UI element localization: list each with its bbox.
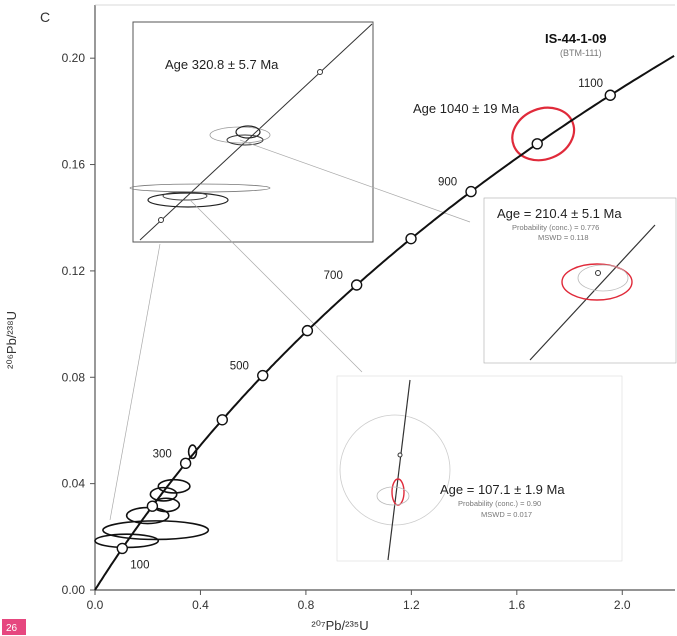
inset-1-marker (317, 69, 323, 75)
concordia-marker (216, 414, 228, 426)
chart-title: IS-44-1-09 (545, 31, 606, 46)
inset-2-ellipse (577, 264, 629, 292)
inset-1: Age 320.8 ± 5.7 Ma (129, 21, 374, 243)
inset-3-mswd: MSWD = 0.017 (481, 510, 532, 519)
concordia-plot: 100 300 500 700 900 1100 (94, 55, 675, 591)
x-axis-title: ²⁰⁷Pb/²³⁵U (311, 618, 368, 633)
inset-3-frame (336, 375, 623, 562)
x-tick-label: 2.0 (614, 598, 631, 612)
axes (94, 4, 675, 591)
concordia-marker (604, 89, 616, 101)
inset-3-ellipse (391, 478, 405, 506)
inset-2-marker (595, 270, 601, 276)
inset-3-prob: Probability (conc.) = 0.90 (458, 499, 541, 508)
inset-2: Age = 210.4 ± 5.1 Ma Probability (conc.)… (483, 197, 677, 364)
inset-3-marker (397, 452, 403, 458)
inset-3: Age = 107.1 ± 1.9 Ma Probability (conc.)… (336, 375, 623, 562)
y-tick-label: 0.04 (62, 477, 86, 491)
inset-1-ellipse (162, 191, 208, 201)
inset-3-ellipse (339, 414, 451, 526)
inset-1-ellipse (129, 183, 271, 193)
inset-2-mswd: MSWD = 0.118 (538, 233, 589, 242)
y-ticks: 0.00 0.04 0.08 0.12 0.16 0.20 (62, 51, 95, 597)
concordia-marker (465, 185, 477, 198)
concordia-age-label: 500 (230, 361, 249, 373)
concordia-marker (350, 279, 363, 291)
concordia-age-label: 300 (153, 448, 172, 460)
concordia-marker (116, 542, 128, 555)
y-tick-label: 0.20 (62, 51, 86, 65)
inset-2-ellipse (561, 263, 633, 301)
error-ellipse (157, 478, 191, 494)
red-error-ellipse (511, 106, 576, 162)
inset-1-marker (158, 217, 164, 223)
concordia-age-label: 1100 (578, 78, 603, 90)
concordia-marker (301, 324, 314, 337)
inset-1-ellipse (235, 125, 261, 139)
zoom-connectors (109, 139, 471, 521)
concordia-age-label: 700 (324, 270, 343, 282)
concordia-marker (257, 369, 269, 382)
x-tick-label: 0.0 (87, 598, 104, 612)
inset-3-ellipse (376, 486, 410, 506)
connector-line (189, 199, 363, 373)
connector-line (109, 243, 161, 521)
concordia-age-label: 900 (438, 177, 457, 189)
inset-1-ellipse (226, 134, 264, 146)
x-ticks: 0.0 0.4 0.8 1.2 1.6 2.0 (87, 590, 631, 612)
inset-1-concordia (139, 23, 373, 241)
inset-1-age: Age 320.8 ± 5.7 Ma (165, 57, 279, 72)
concordia-marker (146, 500, 159, 512)
concordia-marker (405, 232, 417, 245)
inset-1-ellipse (147, 192, 229, 208)
x-tick-label: 0.4 (192, 598, 209, 612)
panel-letter: C (40, 9, 50, 25)
y-tick-label: 0.08 (62, 370, 86, 384)
error-ellipse (102, 520, 210, 541)
page-number: 26 (6, 623, 18, 634)
main-age-annotation: Age 1040 ± 19 Ma (413, 101, 520, 116)
concordia-marker (531, 138, 543, 150)
concordia-marker (179, 457, 192, 470)
inset-2-concordia (529, 224, 656, 361)
y-axis-title: ²⁰⁶Pb/²³⁸U (4, 311, 19, 369)
x-tick-label: 1.6 (508, 598, 525, 612)
concordia-age-label: 100 (130, 559, 149, 571)
y-tick-label: 0.12 (62, 264, 86, 278)
inset-3-concordia (387, 379, 411, 561)
connector-line (239, 139, 471, 223)
inset-2-frame (483, 197, 677, 364)
inset-2-age: Age = 210.4 ± 5.1 Ma (497, 206, 622, 221)
inset-1-frame (132, 21, 374, 243)
y-tick-label: 0.16 (62, 158, 86, 172)
inset-2-prob: Probability (conc.) = 0.776 (512, 223, 599, 232)
x-tick-label: 1.2 (403, 598, 420, 612)
y-tick-label: 0.00 (62, 583, 86, 597)
error-ellipse (187, 444, 198, 460)
page-number-badge (2, 619, 26, 635)
chart-subtitle: (BTM-111) (560, 48, 602, 58)
x-tick-label: 0.8 (298, 598, 315, 612)
error-ellipse (149, 486, 178, 502)
inset-3-age: Age = 107.1 ± 1.9 Ma (440, 482, 565, 497)
